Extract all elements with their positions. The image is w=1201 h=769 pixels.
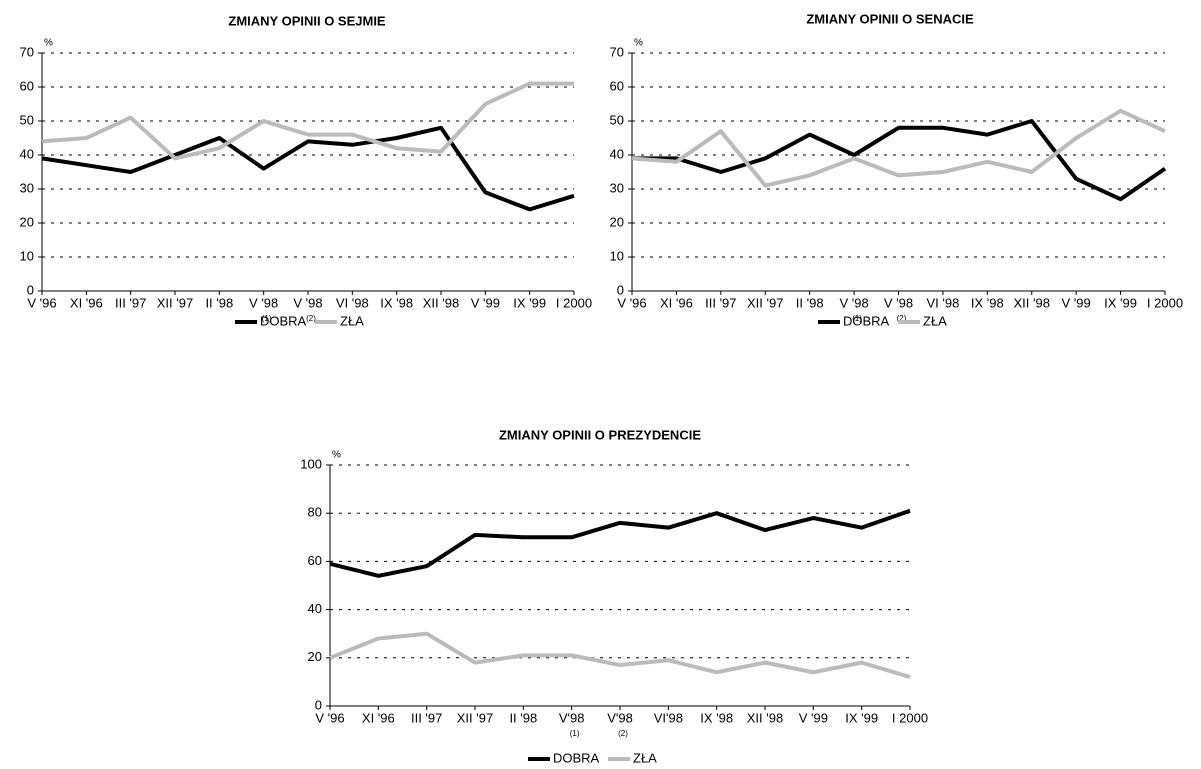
x-tick-note: (1) xyxy=(570,729,580,738)
chart-title: ZMIANY OPINII O SENACIE xyxy=(806,11,974,26)
x-tick-label: V '99 xyxy=(471,295,500,310)
x-tick-label: XI '96 xyxy=(660,295,693,310)
x-tick-label: V '99 xyxy=(799,710,828,725)
y-tick-label: 100 xyxy=(300,456,322,471)
y-tick-label: 40 xyxy=(20,146,34,161)
x-tick-label: XII '98 xyxy=(1014,295,1050,310)
x-tick-label: IX '99 xyxy=(1104,295,1137,310)
y-tick-label: 20 xyxy=(610,214,624,229)
y-tick-label: 70 xyxy=(20,44,34,59)
x-tick-label: V '98 xyxy=(249,295,278,310)
y-tick-label: 0 xyxy=(617,282,624,297)
x-tick-label: XII '98 xyxy=(423,295,459,310)
x-tick-label: XII '97 xyxy=(157,295,193,310)
x-tick-label: XII '97 xyxy=(747,295,783,310)
x-tick-label: IX '98 xyxy=(380,295,413,310)
y-tick-label: 70 xyxy=(610,44,624,59)
x-tick-note: (2) xyxy=(618,729,628,738)
x-tick-label: II '98 xyxy=(205,295,233,310)
legend-label: DOBRA xyxy=(843,313,890,328)
x-tick-note: (1) xyxy=(262,314,272,323)
unit-label: % xyxy=(44,38,53,49)
x-tick-label: V '98 xyxy=(839,295,868,310)
y-tick-label: 60 xyxy=(610,78,624,93)
data-line xyxy=(329,631,911,679)
data-line xyxy=(631,108,1166,188)
x-tick-label: V '96 xyxy=(315,710,344,725)
legend-label: ZŁA xyxy=(923,313,947,328)
y-tick-label: 40 xyxy=(610,146,624,161)
y-tick-label: 30 xyxy=(20,180,34,195)
x-tick-label: I 2000 xyxy=(556,295,592,310)
unit-label: % xyxy=(634,38,643,49)
legend-label: DOBRA xyxy=(260,313,307,328)
data-line xyxy=(329,508,911,578)
x-tick-label: III '97 xyxy=(411,710,442,725)
y-tick-label: 60 xyxy=(20,78,34,93)
x-tick-label: I 2000 xyxy=(892,710,928,725)
x-tick-label: IX '99 xyxy=(513,295,546,310)
y-tick-label: 0 xyxy=(315,697,322,712)
data-line xyxy=(41,81,574,161)
x-tick-label: VI '98 xyxy=(926,295,959,310)
y-tick-label: 60 xyxy=(308,553,322,568)
x-tick-label: V '96 xyxy=(617,295,646,310)
x-tick-label: V '98 xyxy=(293,295,322,310)
y-tick-label: 40 xyxy=(308,601,322,616)
x-tick-label: IX '98 xyxy=(700,710,733,725)
x-tick-note: (1) xyxy=(852,314,862,323)
chart-title: ZMIANY OPINII O PREZYDENCIE xyxy=(499,427,701,442)
x-tick-label: III '97 xyxy=(705,295,736,310)
y-tick-label: 50 xyxy=(20,112,34,127)
y-tick-label: 10 xyxy=(610,248,624,263)
y-tick-label: 20 xyxy=(20,214,34,229)
unit-label: % xyxy=(332,450,341,461)
x-tick-label: II '98 xyxy=(796,295,824,310)
x-tick-label: V '98 xyxy=(884,295,913,310)
x-tick-label: II '98 xyxy=(509,710,537,725)
x-tick-note: (2) xyxy=(306,314,316,323)
y-tick-label: 30 xyxy=(610,180,624,195)
x-tick-label: XI '96 xyxy=(70,295,103,310)
data-line xyxy=(41,125,575,212)
x-tick-label: IX '99 xyxy=(845,710,878,725)
x-tick-label: XII '98 xyxy=(747,710,783,725)
x-tick-label: XII '97 xyxy=(457,710,493,725)
x-tick-label: V'98 xyxy=(607,710,633,725)
x-tick-note: (2) xyxy=(897,314,907,323)
x-tick-label: VI '98 xyxy=(336,295,369,310)
legend-label: DOBRA xyxy=(553,750,600,765)
x-tick-label: IX '98 xyxy=(971,295,1004,310)
x-tick-label: V'98 xyxy=(559,710,585,725)
y-tick-label: 10 xyxy=(20,248,34,263)
data-line xyxy=(632,119,1167,202)
y-tick-label: 0 xyxy=(27,282,34,297)
y-tick-label: 50 xyxy=(610,112,624,127)
x-tick-label: V '96 xyxy=(27,295,56,310)
y-tick-label: 80 xyxy=(308,505,322,520)
x-tick-label: III '97 xyxy=(115,295,146,310)
legend-label: ZŁA xyxy=(340,313,364,328)
legend-label: ZŁA xyxy=(633,750,657,765)
x-tick-label: V '99 xyxy=(1062,295,1091,310)
x-tick-label: VI'98 xyxy=(654,710,683,725)
chart-title: ZMIANY OPINII O SEJMIE xyxy=(228,13,386,28)
x-tick-label: I 2000 xyxy=(1147,295,1183,310)
x-tick-label: XI '96 xyxy=(362,710,395,725)
y-tick-label: 20 xyxy=(308,649,322,664)
